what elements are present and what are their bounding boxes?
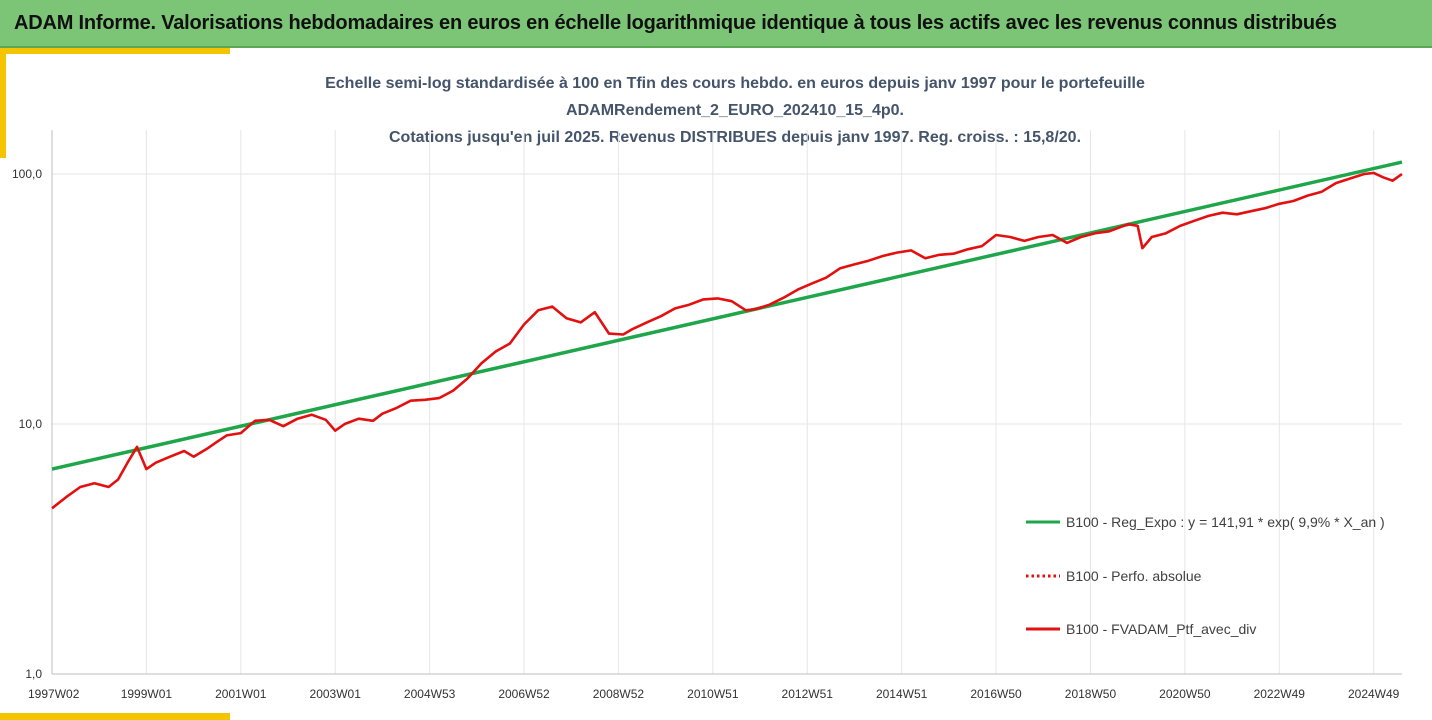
series-layer bbox=[51, 160, 1403, 510]
chart-title-line-3: Cotations jusqu'en juil 2025. Revenus DI… bbox=[388, 129, 1082, 146]
header-banner: ADAM Informe. Valorisations hebdomadaire… bbox=[0, 0, 1432, 48]
y-tick-label: 100,0 bbox=[12, 167, 42, 181]
grid-lines bbox=[51, 130, 1402, 675]
x-tick-label: 2003W01 bbox=[310, 687, 362, 701]
series-line-2 bbox=[51, 171, 1403, 510]
tick-labels: 1,0 10,0 100,0 1997W02 1999W01 2001W01 2003W01… bbox=[12, 167, 1400, 701]
legend-label-0: B100 - Reg_Expo : y = 141,91 * exp( 9,9%… bbox=[1066, 514, 1385, 530]
x-tick-label: 1997W02 bbox=[28, 687, 80, 701]
x-tick-label: 2024W49 bbox=[1348, 687, 1400, 701]
chart-title-line-2: ADAMRendement_2_EURO_202410_15_4p0. bbox=[566, 102, 904, 119]
x-tick-label: 2008W52 bbox=[593, 687, 645, 701]
x-tick-label: 2016W50 bbox=[970, 687, 1022, 701]
legend-label-1: B100 - Perfo. absolue bbox=[1066, 568, 1202, 584]
x-tick-label: 2022W49 bbox=[1254, 687, 1306, 701]
x-tick-label: 2020W50 bbox=[1159, 687, 1211, 701]
series-line-0 bbox=[51, 160, 1403, 471]
x-tick-label: 2012W51 bbox=[782, 687, 834, 701]
y-tick-label: 10,0 bbox=[19, 417, 43, 431]
x-tick-label: 2004W53 bbox=[404, 687, 456, 701]
chart-title-line-1: Echelle semi-log standardisée à 100 en T… bbox=[325, 75, 1145, 92]
legend: B100 - Reg_Expo : y = 141,91 * exp( 9,9%… bbox=[1026, 514, 1385, 637]
x-tick-label: 2001W01 bbox=[215, 687, 267, 701]
y-tick-label: 1,0 bbox=[25, 667, 42, 681]
x-tick-label: 2010W51 bbox=[687, 687, 739, 701]
accent-bar-top bbox=[0, 48, 230, 54]
x-tick-label: 2006W52 bbox=[498, 687, 550, 701]
x-tick-label: 1999W01 bbox=[121, 687, 173, 701]
legend-label-2: B100 - FVADAM_Ptf_avec_div bbox=[1066, 621, 1256, 637]
page-title: ADAM Informe. Valorisations hebdomadaire… bbox=[14, 12, 1337, 34]
x-tick-label: 2014W51 bbox=[876, 687, 928, 701]
accent-bar-left bbox=[0, 48, 6, 158]
axes bbox=[51, 130, 1402, 675]
accent-bar-bottom bbox=[0, 713, 230, 720]
x-tick-label: 2018W50 bbox=[1065, 687, 1117, 701]
chart-title: Echelle semi-log standardisée à 100 en T… bbox=[250, 70, 1220, 151]
